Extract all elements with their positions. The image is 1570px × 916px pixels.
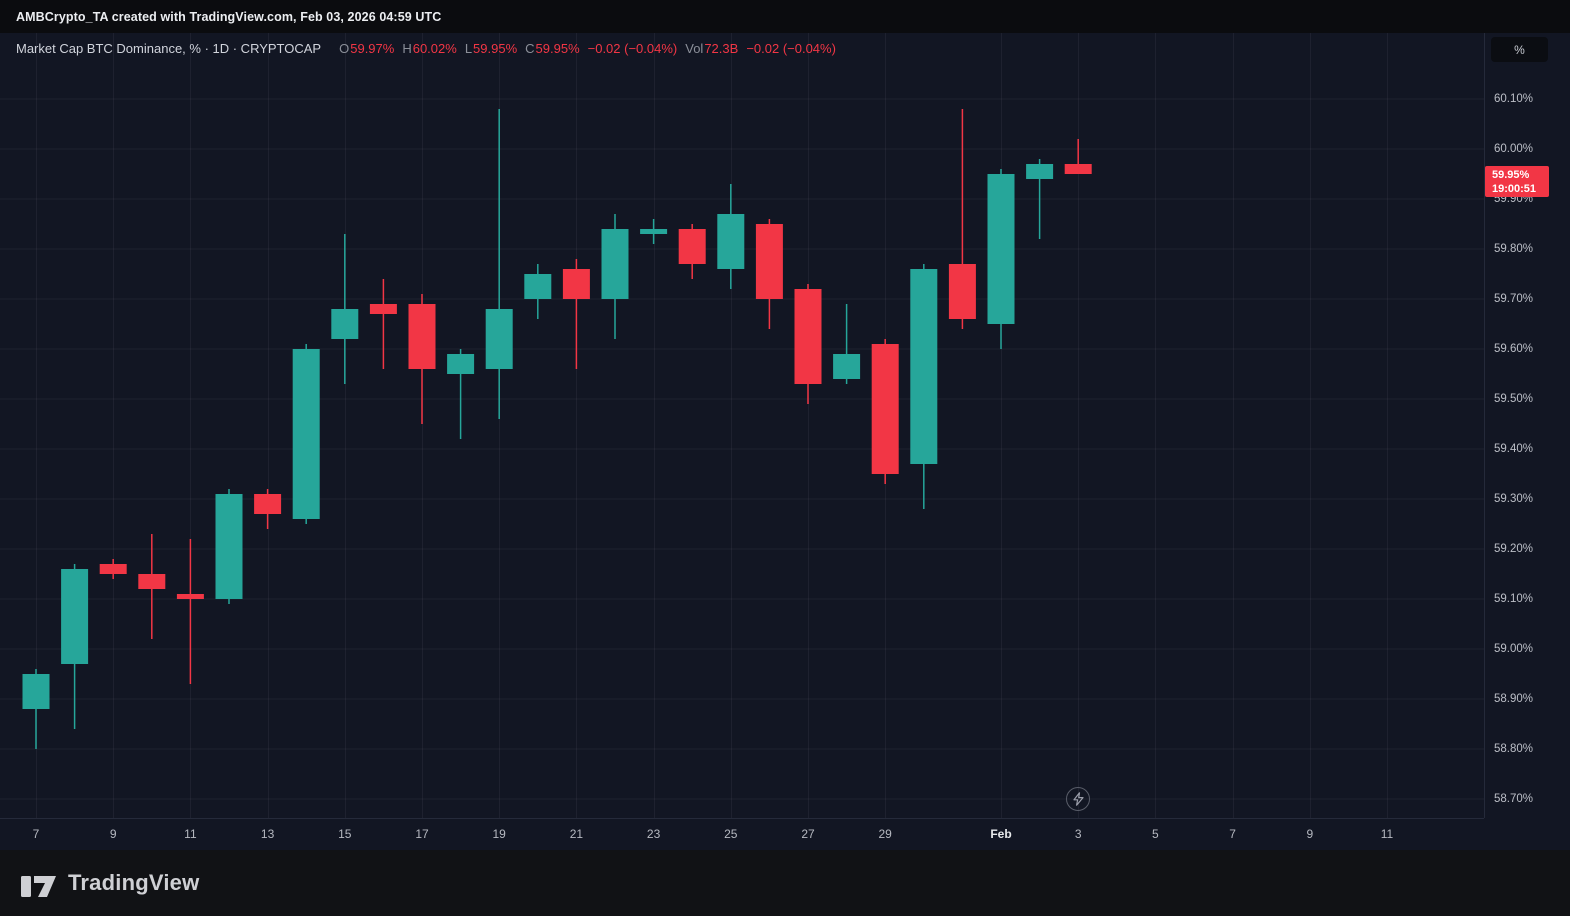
volume-change-value: −0.02 (−0.04%) bbox=[746, 41, 836, 56]
last-price-value: 59.95% bbox=[1492, 168, 1530, 181]
volume-value: 72.3B bbox=[704, 41, 739, 56]
time-axis-label: 9 bbox=[109, 827, 117, 841]
low-value: 59.95% bbox=[473, 41, 518, 56]
price-axis-label: 60.00% bbox=[1494, 143, 1534, 155]
low-label: L bbox=[464, 41, 473, 56]
last-price-badge: 59.95% 19:00:51 bbox=[1485, 166, 1549, 197]
time-axis-label: 15 bbox=[338, 827, 352, 841]
time-axis-label: 5 bbox=[1152, 827, 1159, 841]
price-axis-label: 58.90% bbox=[1494, 693, 1534, 705]
price-axis-label: 59.00% bbox=[1494, 643, 1534, 655]
volume-label: Vol bbox=[685, 41, 704, 56]
price-axis-label: 58.80% bbox=[1494, 743, 1534, 755]
footer-bar: TradingView bbox=[0, 850, 1570, 916]
time-axis-label: 13 bbox=[260, 827, 275, 841]
time-axis-label: 7 bbox=[32, 827, 40, 841]
tradingview-logo-icon bbox=[21, 876, 56, 897]
price-axis-label: 59.30% bbox=[1494, 493, 1534, 505]
price-axis-label: 59.40% bbox=[1494, 443, 1534, 455]
candlestick-chart bbox=[0, 33, 1484, 818]
attribution-text: AMBCrypto_TA created with TradingView.co… bbox=[16, 9, 442, 24]
change-value: −0.02 (−0.04%) bbox=[587, 41, 678, 56]
price-axis-label: 59.70% bbox=[1494, 293, 1534, 305]
lightning-bolt-button[interactable] bbox=[1066, 787, 1090, 811]
price-axis-label: 59.50% bbox=[1494, 393, 1534, 405]
chart-area[interactable]: Market Cap BTC Dominance, % · 1D · CRYPT… bbox=[0, 33, 1570, 850]
open-label: O bbox=[339, 41, 350, 56]
high-value: 60.02% bbox=[412, 41, 457, 56]
time-axis-label: 7 bbox=[1229, 827, 1236, 841]
time-axis-label: 25 bbox=[724, 827, 738, 841]
bar-close-countdown: 19:00:51 bbox=[1492, 182, 1537, 195]
price-axis-label: 59.20% bbox=[1494, 543, 1534, 555]
time-axis-label: 3 bbox=[1074, 827, 1082, 841]
percent-unit-button[interactable]: % bbox=[1491, 37, 1548, 62]
high-label: H bbox=[402, 41, 412, 56]
price-axis-label: 59.60% bbox=[1494, 343, 1534, 355]
time-axis-label: Feb bbox=[990, 827, 1012, 841]
attribution-bar: AMBCrypto_TA created with TradingView.co… bbox=[0, 0, 1570, 33]
time-axis-label: 11 bbox=[184, 827, 197, 841]
close-label: C bbox=[525, 41, 535, 56]
time-axis-label: 9 bbox=[1306, 827, 1314, 841]
time-axis-label: 21 bbox=[569, 827, 584, 841]
tradingview-logo[interactable]: TradingView bbox=[20, 868, 199, 898]
price-axis-label: 60.10% bbox=[1494, 93, 1534, 105]
lightning-icon bbox=[1072, 792, 1084, 806]
symbol-legend: Market Cap BTC Dominance, % · 1D · CRYPT… bbox=[16, 41, 836, 56]
time-axis-label: 29 bbox=[878, 827, 892, 841]
time-axis-label: 17 bbox=[415, 827, 429, 841]
symbol-title[interactable]: Market Cap BTC Dominance, % · 1D · CRYPT… bbox=[16, 41, 322, 56]
time-axis-label: 23 bbox=[646, 827, 661, 841]
price-axis-label: 58.70% bbox=[1494, 793, 1534, 805]
open-value: 59.97% bbox=[350, 41, 395, 56]
close-value: 59.95% bbox=[535, 41, 580, 56]
time-axis-label: 27 bbox=[801, 827, 815, 841]
brand-name: TradingView bbox=[68, 870, 200, 895]
price-axis-label: 59.80% bbox=[1494, 243, 1534, 255]
price-axis[interactable]: 60.10% 60.00% 59.90% 59.80% 59.70% 59.60% 59.5… bbox=[1484, 33, 1570, 818]
time-axis-label: 11 bbox=[1380, 827, 1394, 841]
time-axis-label: 19 bbox=[492, 827, 506, 841]
price-axis-label: 59.10% bbox=[1494, 593, 1534, 605]
time-axis[interactable]: 7 9 11 13 15 17 19 21 23 25 27 29 Feb 3 5 7 9 11 bbox=[0, 818, 1484, 850]
